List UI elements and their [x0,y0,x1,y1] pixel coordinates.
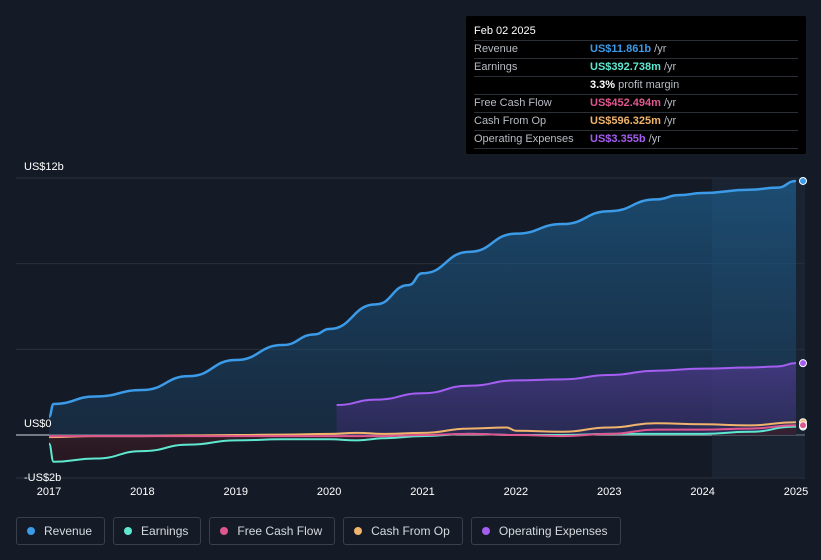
revenue-endpoint [799,176,807,185]
y-tick-label: US$0 [24,418,52,430]
legend-dot-icon [354,527,363,535]
tooltip-row: 3.3% profit margin [474,77,798,95]
tooltip-row-value: 3.3% [590,79,616,91]
tooltip-row: Operating Expenses US$3.355b/yr [474,131,798,149]
tooltip-row-unit: profit margin [618,79,680,91]
tooltip-row-label: Earnings [474,61,518,73]
operating-expenses-line [336,362,797,407]
y-axis-labels: US$12b US$0 -US$2b [24,161,64,484]
tooltip-row: Revenue US$11.861b/yr [474,41,798,59]
legend-label: Cash From Op [371,524,450,538]
tooltip-row-unit: /yr [663,61,677,73]
x-axis-labels: 2017 2018 2019 2020 2021 2022 2023 2024 2025 [37,486,808,498]
free-cash-flow-endpoint [799,421,807,430]
tooltip-row-label: Revenue [474,43,519,55]
tooltip-row-label: Cash From Op [474,115,547,127]
x-tick-label: 2021 [410,486,434,498]
x-tick-label: 2023 [597,486,621,498]
legend-dot-icon [27,527,35,535]
areas [49,180,796,462]
x-tick-label: 2025 [784,486,808,498]
legend-item-free-cash-flow[interactable]: Free Cash Flow [209,517,336,545]
series-lines [48,179,797,463]
tooltip: Feb 02 2025 Revenue US$11.861b/yr Earnings… [466,16,806,154]
chart: US$12b US$0 -US$2b 2017 2018 2019 2020 2021 202… [16,161,808,498]
revenue-area [49,180,796,435]
tooltip-row: Free Cash Flow US$452.494m/yr [474,95,798,113]
tooltip-rows: Revenue US$11.861b/yr Earnings US$392.738m /… [474,41,798,149]
legend-dot-icon [481,527,490,535]
tooltip-row-label [474,77,590,94]
legend-label: Operating Expenses [498,524,608,538]
tooltip-row-unit: /yr [663,97,677,109]
operating-expenses-area [336,363,796,435]
x-tick-label: 2019 [224,486,248,498]
tooltip-row-value: US$392.738m [590,61,661,73]
y-tick-label: -US$2b [24,472,61,484]
tooltip-row-value: US$3.355b [590,133,646,145]
legend-item-earnings[interactable]: Earnings [113,517,202,545]
x-tick-label: 2022 [504,486,528,498]
x-tick-label: 2020 [317,486,341,498]
revenue-line [48,179,797,419]
legend: Revenue Earnings Free Cash Flow Cash From O… [16,517,625,545]
legend-label: Earnings [141,524,189,538]
tooltip-row-value: US$11.861b [590,43,652,55]
series-endpoints [799,176,807,431]
free-cash-flow-line [49,424,797,438]
x-tick-label: 2017 [37,486,61,498]
operating-expenses-endpoint [799,359,807,368]
tooltip-row-unit: /yr [648,133,661,145]
tooltip-row-unit: /yr [663,115,677,127]
legend-label: Free Cash Flow [237,524,323,538]
tooltip-row-value: US$596.325m [590,115,661,127]
legend-label: Revenue [44,524,93,538]
tooltip-row-value: US$452.494m [590,97,661,109]
legend-item-revenue[interactable]: Revenue [16,517,106,545]
tooltip-row-label: Operating Expenses [474,133,574,145]
earnings-line [48,425,797,463]
x-tick-label: 2024 [690,486,714,498]
legend-dot-icon [220,527,229,535]
x-tick-label: 2018 [130,486,154,498]
tooltip-row: Earnings US$392.738m/yr [474,59,798,77]
legend-dot-icon [124,527,133,535]
tooltip-row-label: Free Cash Flow [474,97,552,109]
tooltip-row: Cash From Op US$596.325m/yr [474,113,798,131]
tooltip-row-unit: /yr [654,43,667,55]
y-tick-label: US$12b [24,161,64,173]
tooltip-date: Feb 02 2025 [474,24,798,41]
legend-item-operating-expenses[interactable]: Operating Expenses [470,517,621,545]
legend-item-cash-from-op[interactable]: Cash From Op [343,517,463,545]
